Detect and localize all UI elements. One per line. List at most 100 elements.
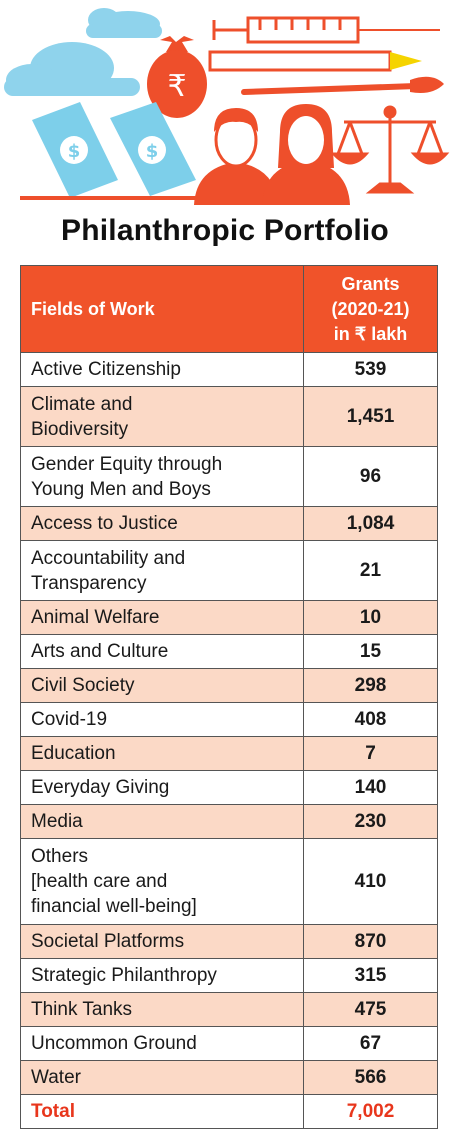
field-name-line: Others — [31, 846, 89, 867]
field-name-cell: Uncommon Ground — [20, 1026, 304, 1061]
grant-value-cell: 870 — [303, 924, 438, 959]
grant-value-cell: 15 — [303, 634, 438, 669]
grants-table: Fields of Work Grants (2020-21) in ₹ lak… — [20, 265, 438, 1129]
field-name-line: Uncommon Ground — [31, 1033, 197, 1054]
field-name-line: Arts and Culture — [31, 641, 169, 662]
field-name-cell: Civil Society — [20, 668, 304, 703]
table-row: Uncommon Ground 67 — [20, 1026, 438, 1061]
grant-value-cell: 539 — [303, 352, 438, 387]
grant-value-cell: 298 — [303, 668, 438, 703]
man-icon — [194, 108, 278, 205]
column-header-grants: Grants (2020-21) in ₹ lakh — [303, 265, 438, 353]
field-name-line: Water — [31, 1067, 81, 1088]
field-name-cell: Think Tanks — [20, 992, 304, 1027]
field-name-line: Education — [31, 743, 116, 764]
grant-value-cell: 10 — [303, 600, 438, 635]
money-bag-icon: ₹ — [147, 36, 207, 118]
table-row: Active Citizenship 539 — [20, 352, 438, 387]
scales-icon — [330, 105, 450, 194]
field-name-line: Think Tanks — [31, 999, 133, 1020]
total-label: Total — [20, 1094, 304, 1129]
grant-value-cell: 67 — [303, 1026, 438, 1061]
field-name-line: financial well-being] — [31, 896, 197, 917]
total-value: 7,002 — [303, 1094, 438, 1129]
field-name-cell: Accountability and Transparency — [20, 540, 304, 601]
grant-value-cell: 1,451 — [303, 386, 438, 447]
field-name-line: Active Citizenship — [31, 359, 181, 380]
field-name-line: Transparency — [31, 572, 147, 594]
grant-value-cell: 475 — [303, 992, 438, 1027]
grant-value-cell: 21 — [303, 540, 438, 601]
table-row: Education 7 — [20, 736, 438, 771]
field-name-cell: Arts and Culture — [20, 634, 304, 669]
grant-value-cell: 1,084 — [303, 506, 438, 541]
grants-header-line: Grants — [341, 273, 400, 294]
pencil-icon — [208, 50, 422, 72]
table-row: Civil Society 298 — [20, 668, 438, 703]
grants-header-line: in ₹ lakh — [333, 323, 408, 344]
cloud-icon — [4, 42, 140, 96]
field-name-line: Everyday Giving — [31, 777, 170, 798]
table-row: Media 230 — [20, 804, 438, 839]
grant-value-cell: 410 — [303, 838, 438, 925]
banknote-icon: $ — [32, 102, 118, 198]
grant-value-cell: 408 — [303, 702, 438, 737]
table-header-row: Fields of Work Grants (2020-21) in ₹ lak… — [20, 265, 438, 353]
field-name-line: Covid-19 — [31, 709, 108, 730]
grants-header-line: (2020-21) — [331, 298, 410, 319]
field-name-line: Accountability and — [31, 547, 186, 569]
paintbrush-icon — [241, 76, 444, 95]
chart-title: Philanthropic Portfolio — [61, 214, 389, 247]
field-name-cell: Societal Platforms — [20, 924, 304, 959]
field-name-cell: Media — [20, 804, 304, 839]
field-name-line: Biodiversity — [31, 418, 129, 440]
grant-value-cell: 140 — [303, 770, 438, 805]
field-name-cell: Strategic Philanthropy — [20, 958, 304, 993]
svg-text:$: $ — [68, 141, 81, 162]
field-name-line: Civil Society — [31, 675, 135, 696]
field-name-line: [health care and — [31, 871, 168, 892]
grant-value-cell: 7 — [303, 736, 438, 771]
table-row: Societal Platforms 870 — [20, 924, 438, 959]
field-name-cell: Active Citizenship — [20, 352, 304, 387]
field-name-cell: Covid-19 — [20, 702, 304, 737]
field-name-line: Animal Welfare — [31, 607, 160, 628]
field-name-cell: Access to Justice — [20, 506, 304, 541]
cloud-icon — [86, 8, 162, 38]
grant-value-cell: 566 — [303, 1060, 438, 1095]
header-illustration: ₹ $ $ — [4, 8, 450, 205]
banknote-icon: $ — [110, 102, 196, 196]
table-row: Think Tanks 475 — [20, 992, 438, 1027]
total-row: Total 7,002 — [20, 1094, 438, 1129]
field-name-line: Young Men and Boys — [31, 478, 211, 500]
field-name-cell: Water — [20, 1060, 304, 1095]
field-name-cell: Animal Welfare — [20, 600, 304, 635]
table-row: Gender Equity through Young Men and Boys 9… — [20, 446, 438, 507]
field-name-line: Climate and — [31, 393, 133, 415]
woman-icon — [262, 104, 350, 205]
table-row: Accountability and Transparency 21 — [20, 540, 438, 601]
field-name-line: Media — [31, 811, 83, 832]
table-row: Covid-19 408 — [20, 702, 438, 737]
field-name-cell: Gender Equity through Young Men and Boys — [20, 446, 304, 507]
column-header-fields: Fields of Work — [20, 265, 304, 353]
field-name-line: Gender Equity through — [31, 453, 223, 475]
table-row: Others [health care and financial well-bei… — [20, 838, 438, 925]
grant-value-cell: 96 — [303, 446, 438, 507]
grant-value-cell: 315 — [303, 958, 438, 993]
table-row: Access to Justice 1,084 — [20, 506, 438, 541]
table-row: Arts and Culture 15 — [20, 634, 438, 669]
svg-text:$: $ — [146, 141, 159, 162]
svg-text:₹: ₹ — [167, 69, 186, 104]
table-row: Climate and Biodiversity 1,451 — [20, 386, 438, 447]
grant-value-cell: 230 — [303, 804, 438, 839]
table-row: Animal Welfare 10 — [20, 600, 438, 635]
field-name-line: Societal Platforms — [31, 931, 185, 952]
table-row: Everyday Giving 140 — [20, 770, 438, 805]
field-name-cell: Education — [20, 736, 304, 771]
table-row: Water 566 — [20, 1060, 438, 1095]
field-name-cell: Others [health care and financial well-bei… — [20, 838, 304, 925]
table-row: Strategic Philanthropy 315 — [20, 958, 438, 993]
field-name-cell: Climate and Biodiversity — [20, 386, 304, 447]
syringe-icon — [212, 16, 440, 44]
